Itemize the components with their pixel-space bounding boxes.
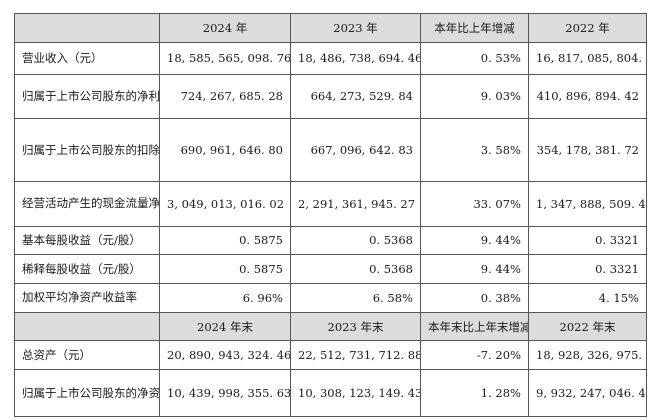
value-change: 0. 38% (420, 283, 529, 313)
financial-summary-table: 2024 年 2023 年 本年比上年增减 2022 年 营业收入（元） 18,… (14, 13, 647, 417)
value-2024: 10, 439, 998, 355. 63 (159, 369, 291, 417)
table-row-adjusted-net-profit: 归属于上市公司股东的扣除非经常性损益的净利润（元） 690, 961, 646.… (14, 118, 647, 182)
value-change: 1. 28% (420, 369, 529, 417)
value-2023: 18, 486, 738, 694. 46 (290, 41, 421, 75)
row-label: 经营活动产生的现金流量净额（元） (14, 180, 160, 227)
value-2023: 6. 58% (290, 283, 421, 313)
value-2022: 16, 817, 085, 804. 79 (528, 41, 647, 75)
value-2022: 18, 928, 326, 975. 43 (528, 340, 647, 371)
header-2024-year-end: 2024 年末 (159, 311, 291, 342)
header-2023-year-end: 2023 年末 (290, 311, 421, 342)
header-2022-year-end: 2022 年末 (528, 311, 647, 342)
value-change: -7. 20% (420, 340, 529, 371)
value-2024: 0. 5875 (159, 225, 291, 256)
row-label: 归属于上市公司股东的扣除非经常性损益的净利润（元） (14, 118, 160, 182)
header-2022: 2022 年 (528, 13, 647, 43)
table-row-basic-eps: 基本每股收益（元/股） 0. 5875 0. 5368 9. 44% 0. 33… (14, 225, 647, 256)
row-label: 总资产（元） (14, 340, 160, 371)
header-blank-cell (14, 13, 160, 43)
value-2024: 20, 890, 943, 324. 46 (159, 340, 291, 371)
table-row-weighted-roe: 加权平均净资产收益率 6. 96% 6. 58% 0. 38% 4. 15% (14, 283, 647, 313)
row-label: 基本每股收益（元/股） (14, 225, 160, 256)
row-label: 加权平均净资产收益率 (14, 283, 160, 313)
row-label: 稀释每股收益（元/股） (14, 254, 160, 285)
table-row-net-assets: 归属于上市公司股东的净资产（元） 10, 439, 998, 355. 63 1… (14, 369, 647, 417)
header-yoy-change: 本年比上年增减 (420, 13, 529, 43)
value-change: 0. 53% (420, 41, 529, 75)
value-2022: 4. 15% (528, 283, 647, 313)
value-2022: 354, 178, 381. 72 (528, 118, 647, 182)
annual-header-row: 2024 年 2023 年 本年比上年增减 2022 年 (14, 13, 647, 43)
value-2023: 10, 308, 123, 149. 43 (290, 369, 421, 417)
year-end-header-row: 2024 年末 2023 年末 本年末比上年末增减 2022 年末 (14, 311, 647, 342)
value-2024: 690, 961, 646. 80 (159, 118, 291, 182)
value-2022: 9, 932, 247, 046. 47 (528, 369, 647, 417)
row-label: 归属于上市公司股东的净利润（元） (14, 73, 160, 120)
value-2023: 0. 5368 (290, 254, 421, 285)
header-2023: 2023 年 (290, 13, 421, 43)
value-2022: 0. 3321 (528, 254, 647, 285)
value-2022: 0. 3321 (528, 225, 647, 256)
value-2023: 664, 273, 529. 84 (290, 73, 421, 120)
row-label: 营业收入（元） (14, 41, 160, 75)
value-2023: 667, 096, 642. 83 (290, 118, 421, 182)
value-change: 9. 44% (420, 225, 529, 256)
table-row-net-profit: 归属于上市公司股东的净利润（元） 724, 267, 685. 28 664, … (14, 73, 647, 120)
value-2024: 724, 267, 685. 28 (159, 73, 291, 120)
row-label: 归属于上市公司股东的净资产（元） (14, 369, 160, 417)
value-2024: 6. 96% (159, 283, 291, 313)
header-blank-cell (14, 311, 160, 342)
table-row-total-assets: 总资产（元） 20, 890, 943, 324. 46 22, 512, 73… (14, 340, 647, 371)
header-year-end-change: 本年末比上年末增减 (420, 311, 529, 342)
value-2024: 18, 585, 565, 098. 76 (159, 41, 291, 75)
value-2024: 3, 049, 013, 016. 02 (159, 180, 291, 227)
value-2023: 2, 291, 361, 945. 27 (290, 180, 421, 227)
value-2023: 0. 5368 (290, 225, 421, 256)
value-change: 33. 07% (420, 180, 529, 227)
value-2024: 0. 5875 (159, 254, 291, 285)
value-change: 9. 03% (420, 73, 529, 120)
header-2024: 2024 年 (159, 13, 291, 43)
table-row-diluted-eps: 稀释每股收益（元/股） 0. 5875 0. 5368 9. 44% 0. 33… (14, 254, 647, 285)
value-2022: 1, 347, 888, 509. 40 (528, 180, 647, 227)
value-change: 9. 44% (420, 254, 529, 285)
table-row-operating-cash-flow: 经营活动产生的现金流量净额（元） 3, 049, 013, 016. 02 2,… (14, 180, 647, 227)
value-2022: 410, 896, 894. 42 (528, 73, 647, 120)
value-change: 3. 58% (420, 118, 529, 182)
value-2023: 22, 512, 731, 712. 88 (290, 340, 421, 371)
table-row-revenue: 营业收入（元） 18, 585, 565, 098. 76 18, 486, 7… (14, 41, 647, 75)
